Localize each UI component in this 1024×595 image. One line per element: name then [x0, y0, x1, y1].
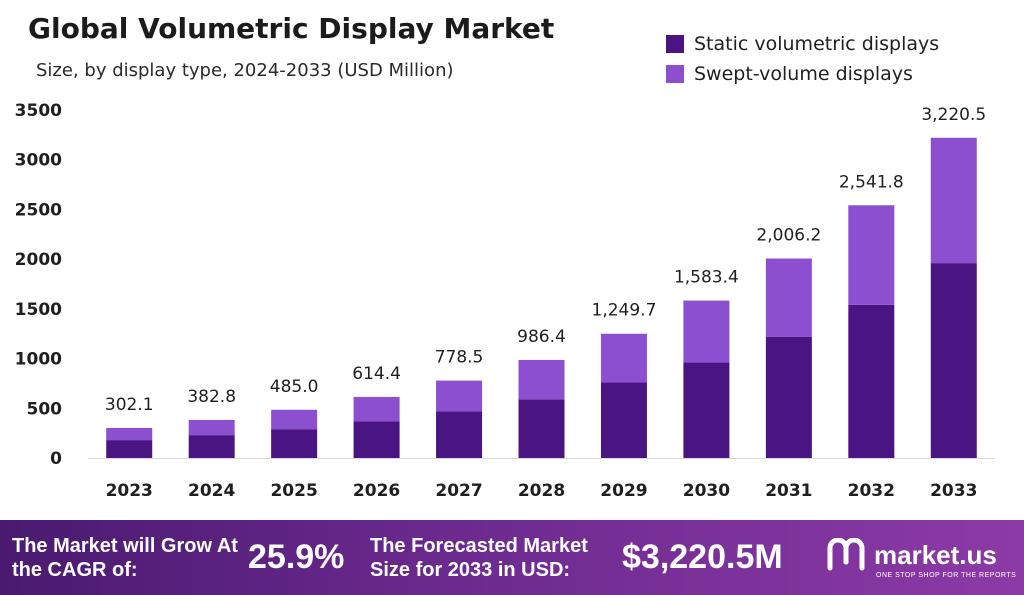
y-tick-label: 2000: [15, 250, 62, 270]
y-tick-label: 3000: [15, 151, 62, 171]
data-label: 302.1: [105, 395, 154, 415]
data-label: 614.4: [352, 364, 401, 384]
bar-segment-static: [188, 435, 235, 458]
data-label: 986.4: [517, 327, 566, 347]
bar-segment-swept: [188, 419, 235, 436]
forecast-caption: The Forecasted Market Size for 2033 in U…: [370, 535, 588, 581]
brand-tagline: ONE STOP SHOP FOR THE REPORTS: [876, 572, 1017, 579]
brand[interactable]: market.us ONE STOP SHOP FOR THE REPORTS: [826, 538, 1016, 579]
data-label: 778.5: [435, 348, 484, 368]
y-tick-label: 0: [50, 449, 62, 469]
x-tick-label: 2028: [518, 481, 565, 501]
bar-segment-static: [353, 421, 400, 458]
data-label: 2,541.8: [839, 172, 904, 192]
bar-segment-static: [600, 382, 647, 458]
chart-subtitle: Size, by display type, 2024-2033 (USD Mi…: [36, 60, 454, 81]
data-label: 1,583.4: [674, 268, 739, 288]
y-tick-label: 2500: [15, 200, 62, 220]
x-tick-label: 2032: [848, 481, 895, 501]
bar-segment-static: [848, 304, 895, 458]
bar-segment-static: [765, 336, 812, 458]
x-tick-label: 2026: [353, 481, 400, 501]
data-label: 485.0: [270, 377, 319, 397]
legend-item-swept: Swept-volume displays: [666, 60, 939, 88]
bar-segment-swept: [353, 396, 400, 422]
cagr-caption: The Market will Grow At the CAGR of:: [12, 535, 238, 581]
bar-segment-static: [106, 440, 153, 458]
x-tick-label: 2031: [765, 481, 812, 501]
data-label: 2,006.2: [756, 226, 821, 246]
legend-swatch-swept: [666, 65, 684, 83]
bar-segment-static: [518, 399, 565, 458]
forecast-value: $3,220.5M: [622, 538, 783, 576]
bar-segment-swept: [848, 205, 895, 305]
data-label: 1,249.7: [592, 301, 657, 321]
footer-banner: The Market will Grow At the CAGR of: 25.…: [0, 520, 1024, 595]
stacked-bar-chart: 0 500 1000 1500 2000 2500 3000 3500 302.1 2023 382…: [15, 101, 995, 501]
chart-title: Global Volumetric Display Market: [28, 12, 555, 45]
bar-segment-swept: [765, 258, 812, 337]
market-us-logo-icon: [827, 538, 865, 571]
x-tick-label: 2033: [930, 481, 977, 501]
x-tick-label: 2025: [270, 481, 317, 501]
bar-segment-static: [930, 263, 977, 458]
bar-segment-static: [683, 362, 730, 458]
y-tick-label: 1500: [15, 300, 62, 320]
x-tick-label: 2024: [188, 481, 235, 501]
bar-segment-swept: [106, 427, 153, 441]
bar-segment-swept: [600, 333, 647, 383]
legend-label-swept: Swept-volume displays: [694, 63, 913, 85]
legend: Static volumetric displays Swept-volume …: [666, 30, 939, 90]
bar-segment-swept: [271, 409, 318, 430]
legend-swatch-static: [666, 35, 684, 53]
x-tick-label: 2029: [600, 481, 647, 501]
bar-segment-swept: [683, 300, 730, 363]
legend-label-static: Static volumetric displays: [694, 33, 940, 55]
bar-segment-swept: [930, 137, 977, 264]
y-tick-label: 1000: [15, 350, 62, 370]
brand-name: market.us: [874, 540, 997, 570]
x-tick-label: 2030: [683, 481, 730, 501]
x-tick-label: 2027: [435, 481, 482, 501]
y-tick-label: 500: [27, 399, 63, 419]
bar-segment-static: [436, 411, 483, 458]
legend-item-static: Static volumetric displays: [666, 30, 939, 58]
bar-segment-swept: [518, 359, 565, 400]
data-label: 3,220.5: [921, 105, 986, 125]
data-label: 382.8: [187, 387, 236, 407]
bar-segment-static: [271, 429, 318, 458]
y-tick-label: 3500: [15, 101, 62, 121]
cagr-value: 25.9%: [248, 538, 345, 576]
bar-segment-swept: [436, 380, 483, 412]
x-tick-label: 2023: [106, 481, 153, 501]
